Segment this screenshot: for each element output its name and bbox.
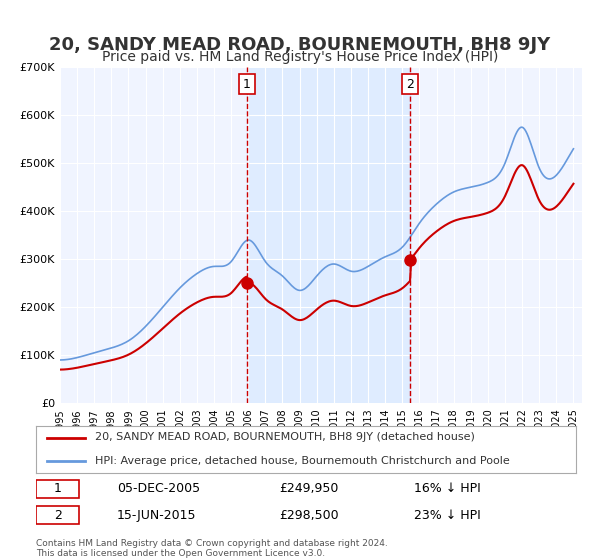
Text: 20, SANDY MEAD ROAD, BOURNEMOUTH, BH8 9JY (detached house): 20, SANDY MEAD ROAD, BOURNEMOUTH, BH8 9J… bbox=[95, 432, 475, 442]
Text: £298,500: £298,500 bbox=[279, 509, 338, 522]
Text: 2: 2 bbox=[406, 77, 414, 91]
Text: Contains HM Land Registry data © Crown copyright and database right 2024.
This d: Contains HM Land Registry data © Crown c… bbox=[36, 539, 388, 558]
Text: 05-DEC-2005: 05-DEC-2005 bbox=[117, 482, 200, 495]
Bar bbox=[247, 67, 410, 403]
FancyBboxPatch shape bbox=[36, 480, 79, 498]
Text: Price paid vs. HM Land Registry's House Price Index (HPI): Price paid vs. HM Land Registry's House … bbox=[102, 50, 498, 64]
FancyBboxPatch shape bbox=[36, 506, 79, 524]
Text: 1: 1 bbox=[243, 77, 251, 91]
Text: 15-JUN-2015: 15-JUN-2015 bbox=[117, 509, 197, 522]
Text: HPI: Average price, detached house, Bournemouth Christchurch and Poole: HPI: Average price, detached house, Bour… bbox=[95, 456, 510, 466]
Text: £249,950: £249,950 bbox=[279, 482, 338, 495]
Text: 2: 2 bbox=[53, 509, 62, 522]
Text: 20, SANDY MEAD ROAD, BOURNEMOUTH, BH8 9JY: 20, SANDY MEAD ROAD, BOURNEMOUTH, BH8 9J… bbox=[49, 36, 551, 54]
Text: 23% ↓ HPI: 23% ↓ HPI bbox=[414, 509, 481, 522]
Text: 16% ↓ HPI: 16% ↓ HPI bbox=[414, 482, 481, 495]
Text: 1: 1 bbox=[53, 482, 62, 495]
